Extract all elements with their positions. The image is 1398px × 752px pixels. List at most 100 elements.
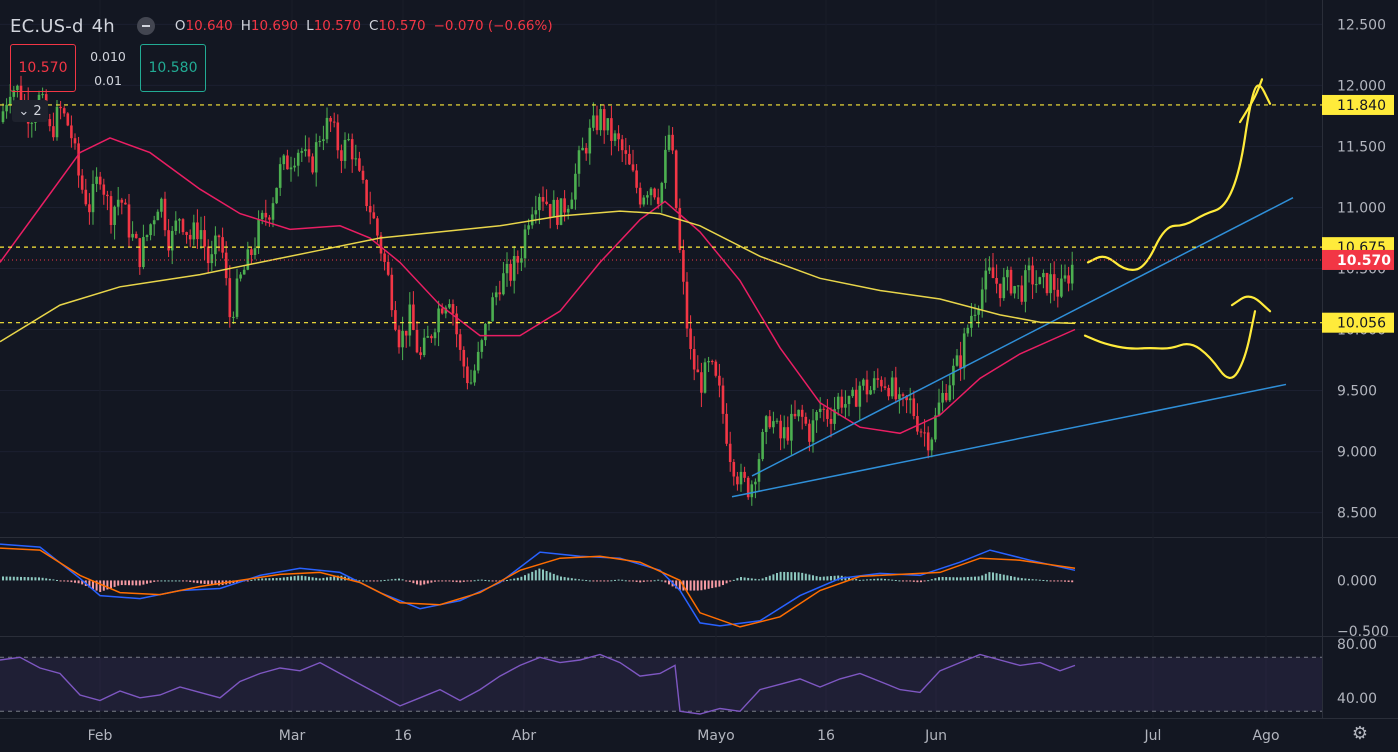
candle-body — [750, 484, 754, 498]
candle-body — [62, 108, 66, 114]
macd-histogram-bar — [88, 580, 91, 588]
macd-histogram-bar — [624, 580, 627, 582]
macd-histogram-bar — [509, 579, 512, 581]
candle-body — [354, 158, 358, 160]
candle-body — [138, 238, 142, 268]
candle-body — [901, 394, 905, 396]
candle-body — [440, 308, 444, 314]
candle-body — [1049, 274, 1052, 294]
macd-histogram-bar — [707, 580, 710, 589]
macd-histogram-bar — [182, 580, 184, 582]
macd-histogram-bar — [808, 574, 811, 581]
minus-icon[interactable] — [136, 17, 155, 35]
rsi-line — [0, 653, 1076, 715]
macd-histogram-bar — [776, 572, 778, 581]
level-label: 11.840 — [1337, 98, 1386, 114]
macd-histogram-bar — [909, 580, 912, 582]
macd-histogram-bar — [866, 579, 868, 581]
candle-body — [311, 156, 314, 173]
macd-histogram-bar — [156, 580, 159, 582]
macd-histogram-bar — [441, 580, 444, 582]
macd-histogram-bar — [639, 580, 642, 583]
x-tick-label: Abr — [512, 728, 536, 744]
price-pane — [0, 75, 1322, 506]
symbol-label[interactable]: EC.US-d — [10, 15, 84, 37]
gear-icon[interactable]: ⚙ — [1351, 723, 1369, 744]
macd-histogram-bar — [45, 578, 48, 581]
candle-body — [473, 370, 476, 383]
macd-histogram-bar — [754, 578, 757, 581]
candle-body — [430, 336, 433, 339]
macd-histogram-bar — [1049, 580, 1052, 582]
candle-body — [592, 115, 595, 128]
candle-body — [203, 230, 206, 247]
candle-body — [527, 225, 530, 230]
macd-histogram-bar — [570, 578, 573, 581]
scenario-drawing — [1230, 295, 1272, 313]
macd-y-tick-label: −0.500 — [1337, 624, 1389, 640]
macd-histogram-bar — [203, 580, 206, 584]
candle-body — [350, 139, 354, 160]
candle-body — [358, 158, 361, 171]
macd-histogram-bar — [444, 580, 447, 582]
candle-body — [12, 90, 16, 97]
open-label: O — [174, 18, 186, 34]
candle-body — [149, 224, 152, 236]
candle-body — [552, 199, 556, 218]
candle-body — [923, 432, 926, 434]
macd-histogram-bar — [1042, 580, 1045, 582]
macd-histogram-bar — [128, 580, 130, 586]
macd-histogram-bar — [164, 580, 166, 582]
macd-histogram-bar — [1028, 578, 1030, 581]
macd-histogram-bar — [772, 574, 775, 581]
macd-histogram-bar — [1035, 579, 1038, 581]
candle-body — [595, 115, 599, 131]
macd-histogram-bar — [311, 577, 314, 581]
candle-body — [635, 170, 638, 188]
candle-body — [307, 149, 311, 157]
macd-histogram-bar — [117, 580, 120, 586]
candle-body — [563, 198, 566, 213]
sell-button[interactable]: 10.570 — [10, 44, 76, 92]
candle-body — [815, 412, 818, 421]
candle-body — [41, 94, 44, 96]
candle-body — [869, 390, 872, 395]
low-value: 10.570 — [313, 18, 361, 34]
candle-body — [800, 409, 804, 417]
macd-histogram-bar — [725, 580, 728, 584]
candle-body — [1052, 274, 1056, 290]
macd-histogram-bar — [722, 580, 724, 586]
candle-body — [343, 139, 347, 161]
candle-body — [703, 362, 707, 393]
macd-histogram-bar — [268, 578, 271, 581]
interval-label[interactable]: 4h — [91, 15, 115, 37]
candle-body — [516, 256, 520, 263]
macd-histogram-bar — [387, 579, 390, 581]
macd-histogram-bar — [423, 580, 426, 585]
candle-body — [559, 198, 563, 225]
candle-body — [404, 330, 408, 336]
candle-body — [671, 134, 674, 151]
candle-body — [862, 379, 865, 386]
candle-body — [206, 246, 210, 264]
close-label: C — [368, 18, 379, 34]
macd-histogram-bar — [261, 578, 264, 581]
macd-histogram-bar — [210, 580, 213, 585]
macd-histogram-bar — [822, 576, 825, 581]
macd-histogram-bar — [995, 573, 998, 581]
collapse-indicators-button[interactable]: ⌄ 2 — [12, 100, 48, 122]
candle-body — [437, 308, 440, 333]
candle-body — [991, 267, 995, 279]
macd-histogram-bar — [394, 578, 397, 581]
macd-histogram-bar — [880, 578, 883, 581]
macd-histogram-bar — [696, 580, 699, 591]
macd-histogram-bar — [282, 577, 285, 581]
macd-histogram-bar — [174, 580, 177, 582]
macd-histogram-bar — [146, 580, 148, 584]
macd-histogram-bar — [948, 577, 951, 581]
macd-histogram-bar — [52, 579, 55, 581]
candle-body — [124, 202, 127, 205]
candle-body — [541, 197, 545, 202]
buy-button[interactable]: 10.580 — [140, 44, 206, 92]
